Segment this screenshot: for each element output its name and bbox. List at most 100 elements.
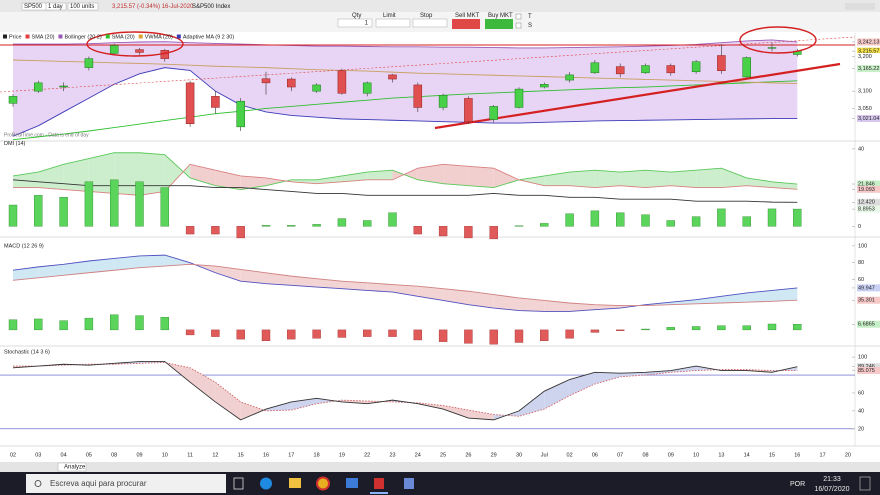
clock-time[interactable]: 21:33 — [823, 476, 841, 483]
x-tick-label: 08 — [111, 452, 117, 458]
histogram-bar — [438, 226, 448, 237]
adx — [12, 179, 798, 203]
y-tick-label: 3,100 — [858, 89, 872, 95]
search-box[interactable] — [26, 474, 226, 493]
plus-di — [12, 152, 798, 190]
histogram-bar — [641, 214, 650, 227]
candle-body — [109, 45, 119, 54]
histogram-bar — [363, 220, 372, 227]
sell-label: Sell MKT — [455, 13, 480, 19]
stoch-fill — [443, 405, 469, 419]
lang[interactable]: POR — [790, 481, 805, 488]
candle-body — [388, 74, 397, 80]
histogram-bar — [742, 216, 751, 227]
stop-input[interactable] — [412, 18, 448, 28]
vwma-line — [12, 59, 798, 85]
plot-area: Price SMA (20) Bollinger (20 2) SMA (20) VWM… — [0, 26, 880, 458]
histogram-bar — [666, 220, 675, 227]
histogram-bar — [717, 208, 726, 227]
histogram-bar — [540, 329, 549, 342]
candle-body — [438, 95, 448, 108]
chrome-icon[interactable] — [316, 476, 330, 491]
y-tick-label: 3,050 — [858, 106, 872, 112]
legend-swatch — [25, 34, 30, 39]
y-tick-label: 100 — [858, 355, 867, 361]
edge-icon[interactable] — [260, 477, 272, 490]
candle-body — [84, 58, 94, 68]
histogram-bar — [211, 329, 220, 337]
stoch-k — [12, 361, 798, 421]
histogram-bar — [261, 329, 271, 342]
di-fill — [443, 164, 469, 186]
histogram-bar — [489, 329, 498, 345]
tick-label-bg — [857, 425, 880, 433]
search-text[interactable]: Escreva aqui para procurar — [50, 479, 147, 488]
explorer-icon[interactable] — [289, 478, 301, 488]
x-tick-label: 30 — [516, 452, 522, 458]
s-checkbox[interactable] — [515, 22, 522, 29]
histogram-bar — [793, 324, 802, 331]
s-label: S — [528, 23, 532, 29]
period-box[interactable] — [45, 2, 67, 11]
taskbar: Escreva aqui para procurar POR 21:33 16/… — [0, 472, 880, 495]
units-box[interactable] — [67, 2, 99, 11]
y-tick-label: 0 — [858, 224, 861, 230]
notifications[interactable] — [859, 476, 871, 491]
y-tick-label: 3,215.57 — [858, 49, 879, 55]
di-fill — [291, 179, 317, 184]
x-tick-label: 04 — [61, 452, 67, 458]
adaptive-ma — [12, 67, 798, 137]
period[interactable]: 1 day — [48, 4, 63, 10]
legend-label: Price — [9, 34, 22, 40]
app-icon[interactable] — [404, 478, 414, 489]
buy-button[interactable] — [485, 19, 513, 29]
x-tick-label: 12 — [212, 452, 218, 458]
sell-button[interactable] — [452, 19, 480, 29]
candle-body — [615, 66, 625, 75]
clock-date[interactable]: 16/07/2020 — [814, 486, 849, 493]
x-tick-label: 17 — [288, 452, 294, 458]
signal-line — [12, 263, 798, 306]
prt-icon[interactable] — [374, 478, 384, 489]
analyze-label[interactable]: Analyze — [64, 465, 86, 471]
stoch-fill — [544, 379, 570, 410]
stoch-fill — [240, 401, 266, 420]
stoch-fill — [468, 410, 494, 420]
di-fill — [544, 172, 570, 186]
qty[interactable]: 1 — [365, 21, 369, 27]
histogram-bar — [8, 319, 18, 331]
histogram-bar — [34, 318, 43, 331]
limit-input[interactable] — [375, 18, 411, 28]
histogram-bar — [590, 210, 600, 227]
task-view-icon[interactable] — [233, 477, 244, 490]
legend-swatch — [58, 34, 63, 39]
x-tick-label: 06 — [592, 452, 598, 458]
tick-label-bg — [857, 65, 880, 73]
histogram-bar — [312, 329, 321, 339]
di-fill — [190, 164, 216, 186]
macd-fill — [696, 296, 722, 304]
qty-input[interactable] — [337, 18, 373, 28]
instrument[interactable]: SP500 — [24, 4, 43, 10]
macd-fill — [215, 266, 241, 282]
histogram-bar — [464, 329, 473, 344]
support-trend — [434, 62, 841, 130]
histogram-bar — [565, 213, 574, 227]
legend-swatch — [3, 34, 7, 39]
mail-icon[interactable] — [346, 478, 358, 488]
window-controls[interactable] — [845, 3, 875, 10]
macd-fill — [316, 278, 342, 289]
histogram-bar — [464, 226, 473, 239]
y-tick-label: 60 — [858, 277, 864, 283]
analyze-tab[interactable] — [57, 462, 87, 472]
stoch-fill — [519, 391, 545, 417]
units[interactable]: 100 units — [70, 4, 94, 10]
histogram-bar — [135, 181, 144, 227]
tick-label-bg — [857, 145, 880, 153]
macd-fill — [493, 294, 519, 311]
candle-body — [8, 96, 18, 104]
bollinger-fill — [13, 39, 798, 137]
histogram-bar — [135, 315, 144, 331]
t-checkbox[interactable] — [515, 13, 522, 20]
highlight-circle — [86, 31, 184, 57]
